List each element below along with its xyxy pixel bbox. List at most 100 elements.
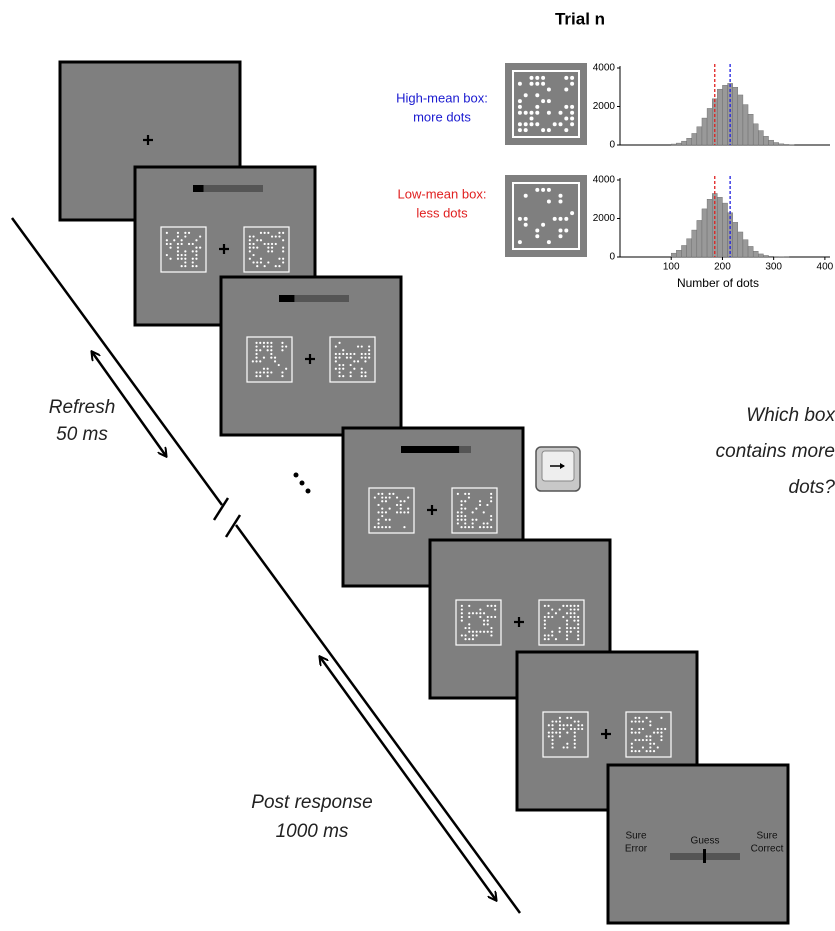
dot bbox=[551, 630, 554, 633]
dot bbox=[281, 371, 284, 374]
dot bbox=[259, 371, 262, 374]
dot bbox=[479, 630, 482, 633]
dot bbox=[191, 257, 194, 260]
dot bbox=[176, 242, 180, 246]
dot bbox=[630, 746, 633, 749]
dot bbox=[368, 352, 371, 356]
dot bbox=[267, 261, 270, 264]
stimulus-bg bbox=[505, 63, 587, 145]
dot bbox=[403, 526, 406, 529]
dot bbox=[195, 239, 198, 242]
dot bbox=[486, 630, 489, 633]
dot bbox=[176, 250, 180, 253]
dot bbox=[630, 742, 633, 745]
dot bbox=[338, 375, 341, 378]
dot bbox=[535, 110, 540, 115]
dot bbox=[262, 367, 266, 370]
histogram-bar bbox=[752, 251, 759, 258]
dot bbox=[252, 242, 255, 246]
dot bbox=[523, 222, 528, 227]
dot bbox=[634, 731, 637, 734]
stimulus-label: less dots bbox=[416, 205, 468, 220]
dot bbox=[569, 716, 573, 719]
dot bbox=[551, 742, 554, 745]
dot-box bbox=[160, 226, 207, 273]
dot bbox=[547, 634, 550, 637]
dot bbox=[558, 199, 563, 204]
dot bbox=[581, 724, 584, 727]
dot bbox=[660, 731, 663, 734]
dot bbox=[523, 110, 528, 115]
dot bbox=[460, 608, 463, 611]
dot bbox=[467, 492, 471, 495]
dot bbox=[490, 626, 493, 630]
dot bbox=[634, 738, 637, 742]
dot bbox=[471, 638, 475, 641]
dot bbox=[456, 492, 459, 495]
dot bbox=[649, 742, 652, 745]
dot bbox=[282, 250, 285, 253]
dot bbox=[381, 511, 384, 514]
dot bbox=[564, 228, 569, 233]
dot-box bbox=[538, 599, 585, 646]
dot bbox=[478, 526, 482, 529]
dot bbox=[266, 345, 269, 348]
stimulus-example bbox=[505, 63, 587, 145]
dot bbox=[494, 615, 497, 619]
dot bbox=[169, 257, 172, 260]
dot bbox=[554, 638, 558, 641]
dot bbox=[278, 257, 281, 260]
dot bbox=[630, 731, 633, 734]
histogram-bar bbox=[671, 252, 677, 258]
dot bbox=[407, 496, 410, 499]
dot-box bbox=[329, 336, 376, 383]
dot bbox=[255, 371, 258, 374]
dot bbox=[191, 265, 194, 268]
dot bbox=[384, 511, 388, 514]
histogram-bar bbox=[732, 222, 739, 258]
dot bbox=[248, 250, 251, 253]
dot bbox=[551, 727, 554, 731]
dot bbox=[460, 615, 463, 619]
dot bbox=[490, 500, 493, 503]
dot bbox=[165, 239, 168, 242]
dot bbox=[248, 239, 251, 242]
stimulus-label: High-mean box: bbox=[396, 90, 488, 105]
dot bbox=[252, 261, 255, 264]
dot bbox=[566, 731, 569, 734]
dot bbox=[577, 604, 580, 607]
dot bbox=[523, 216, 528, 221]
dot bbox=[546, 99, 551, 104]
dot bbox=[517, 110, 522, 115]
dot bbox=[546, 110, 551, 115]
dot bbox=[165, 231, 168, 234]
rating-label: Error bbox=[625, 844, 648, 855]
dot bbox=[546, 199, 551, 204]
dot bbox=[664, 727, 667, 731]
histogram-bar bbox=[763, 255, 769, 258]
dot bbox=[551, 746, 554, 749]
screens: Sure Error Guess Sure Correct bbox=[58, 60, 790, 925]
dot bbox=[266, 371, 269, 374]
dot bbox=[523, 122, 528, 127]
dot bbox=[263, 265, 266, 268]
dot bbox=[388, 496, 391, 499]
dot bbox=[562, 604, 565, 607]
dot bbox=[262, 356, 266, 359]
dot bbox=[566, 716, 569, 719]
dot bbox=[523, 128, 528, 133]
dot bbox=[573, 615, 576, 619]
dot bbox=[517, 240, 522, 245]
dot bbox=[569, 630, 572, 633]
dot bbox=[573, 746, 576, 749]
dot bbox=[558, 626, 561, 630]
dot bbox=[364, 356, 367, 359]
dot bbox=[656, 746, 659, 749]
dot bbox=[338, 341, 341, 344]
histogram-bar bbox=[676, 142, 682, 146]
dot bbox=[517, 216, 522, 221]
dot bbox=[551, 634, 554, 637]
dot bbox=[641, 738, 645, 742]
dot bbox=[274, 242, 277, 246]
x-tick-label: 200 bbox=[714, 262, 731, 273]
